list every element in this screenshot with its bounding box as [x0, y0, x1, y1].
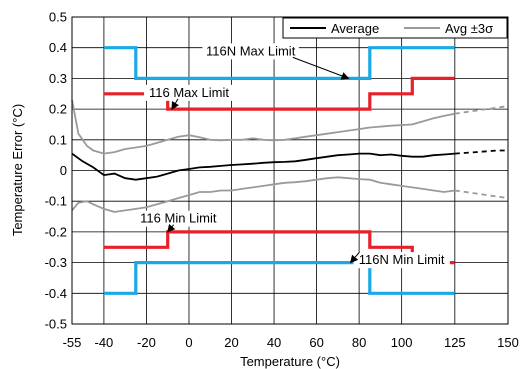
- x-tick-label: 80: [352, 335, 366, 350]
- x-tick-label: 40: [267, 335, 281, 350]
- y-tick-label: -0.5: [45, 317, 67, 332]
- series-avg-3-extrapolated: [454, 189, 509, 199]
- y-tick-label: 0.4: [49, 40, 67, 55]
- annotation-arrow: [171, 98, 179, 110]
- series-avg-3: [71, 176, 455, 213]
- annotation-arrow: [167, 223, 176, 233]
- annotation-116-max-limit: 116 Max Limit: [149, 85, 229, 100]
- series-avg-3-extrapolated: [454, 105, 509, 115]
- annotation-arrow: [349, 251, 360, 264]
- y-axis-title: Temperature Error (°C): [10, 104, 25, 236]
- x-tick-label: 0: [185, 335, 192, 350]
- legend-label-sigma: Avg ±3σ: [445, 21, 493, 36]
- series-avg-3: [71, 99, 455, 155]
- x-tick-label: -20: [137, 335, 156, 350]
- legend: Average Avg ±3σ: [282, 17, 508, 39]
- y-tick-label: -0.2: [45, 224, 67, 239]
- x-tick-labels: -55 -40 -20 0 20 40 60 80 100 125 150: [63, 335, 519, 350]
- annotation-bg: [144, 84, 234, 101]
- annotation-116n-max-limit: 116N Max Limit: [206, 43, 296, 58]
- x-tick-label: 150: [497, 335, 519, 350]
- y-tick-label: 0: [60, 163, 67, 178]
- y-tick-label: 0.2: [49, 102, 67, 117]
- series-average: [71, 152, 455, 181]
- x-tick-label: -55: [63, 335, 82, 350]
- annotation-bg: [353, 252, 450, 269]
- y-tick-label: -0.4: [45, 286, 67, 301]
- plot-frame: [71, 16, 509, 325]
- x-tick-label: 20: [224, 335, 238, 350]
- y-tick-label: -0.1: [45, 194, 67, 209]
- annotation-116-min-limit: 116 Min Limit: [140, 211, 217, 226]
- x-tick-label: 125: [444, 335, 466, 350]
- annotation-arrow: [292, 56, 350, 80]
- legend-box: [282, 17, 508, 39]
- series-116n-min-limit: [103, 261, 455, 295]
- y-tick-label: 0.1: [49, 132, 67, 147]
- annotations: 116N Max Limit 116 Max Limit 116 Min Limit…: [133, 43, 450, 269]
- annotation-116n-min-limit: 116N Min Limit: [359, 252, 445, 267]
- series-group: [71, 46, 509, 295]
- x-axis-title: Temperature (°C): [240, 354, 340, 369]
- y-tick-labels: 0.5 0.4 0.3 0.2 0.1 0 -0.1 -0.2 -0.3 -0.4 -0.5: [45, 10, 67, 332]
- y-tick-label: 0.5: [49, 10, 67, 25]
- y-tick-label: 0.3: [49, 71, 67, 86]
- series-average-extrapolated: [454, 149, 508, 155]
- annotation-bg: [133, 210, 224, 227]
- y-tick-label: -0.3: [45, 255, 67, 270]
- x-tick-label: 60: [309, 335, 323, 350]
- series-116n-max-limit: [103, 46, 455, 81]
- annotation-bg: [202, 43, 299, 60]
- legend-label-average: Average: [331, 21, 379, 36]
- x-tick-label: -40: [95, 335, 114, 350]
- x-tick-label: 100: [391, 335, 413, 350]
